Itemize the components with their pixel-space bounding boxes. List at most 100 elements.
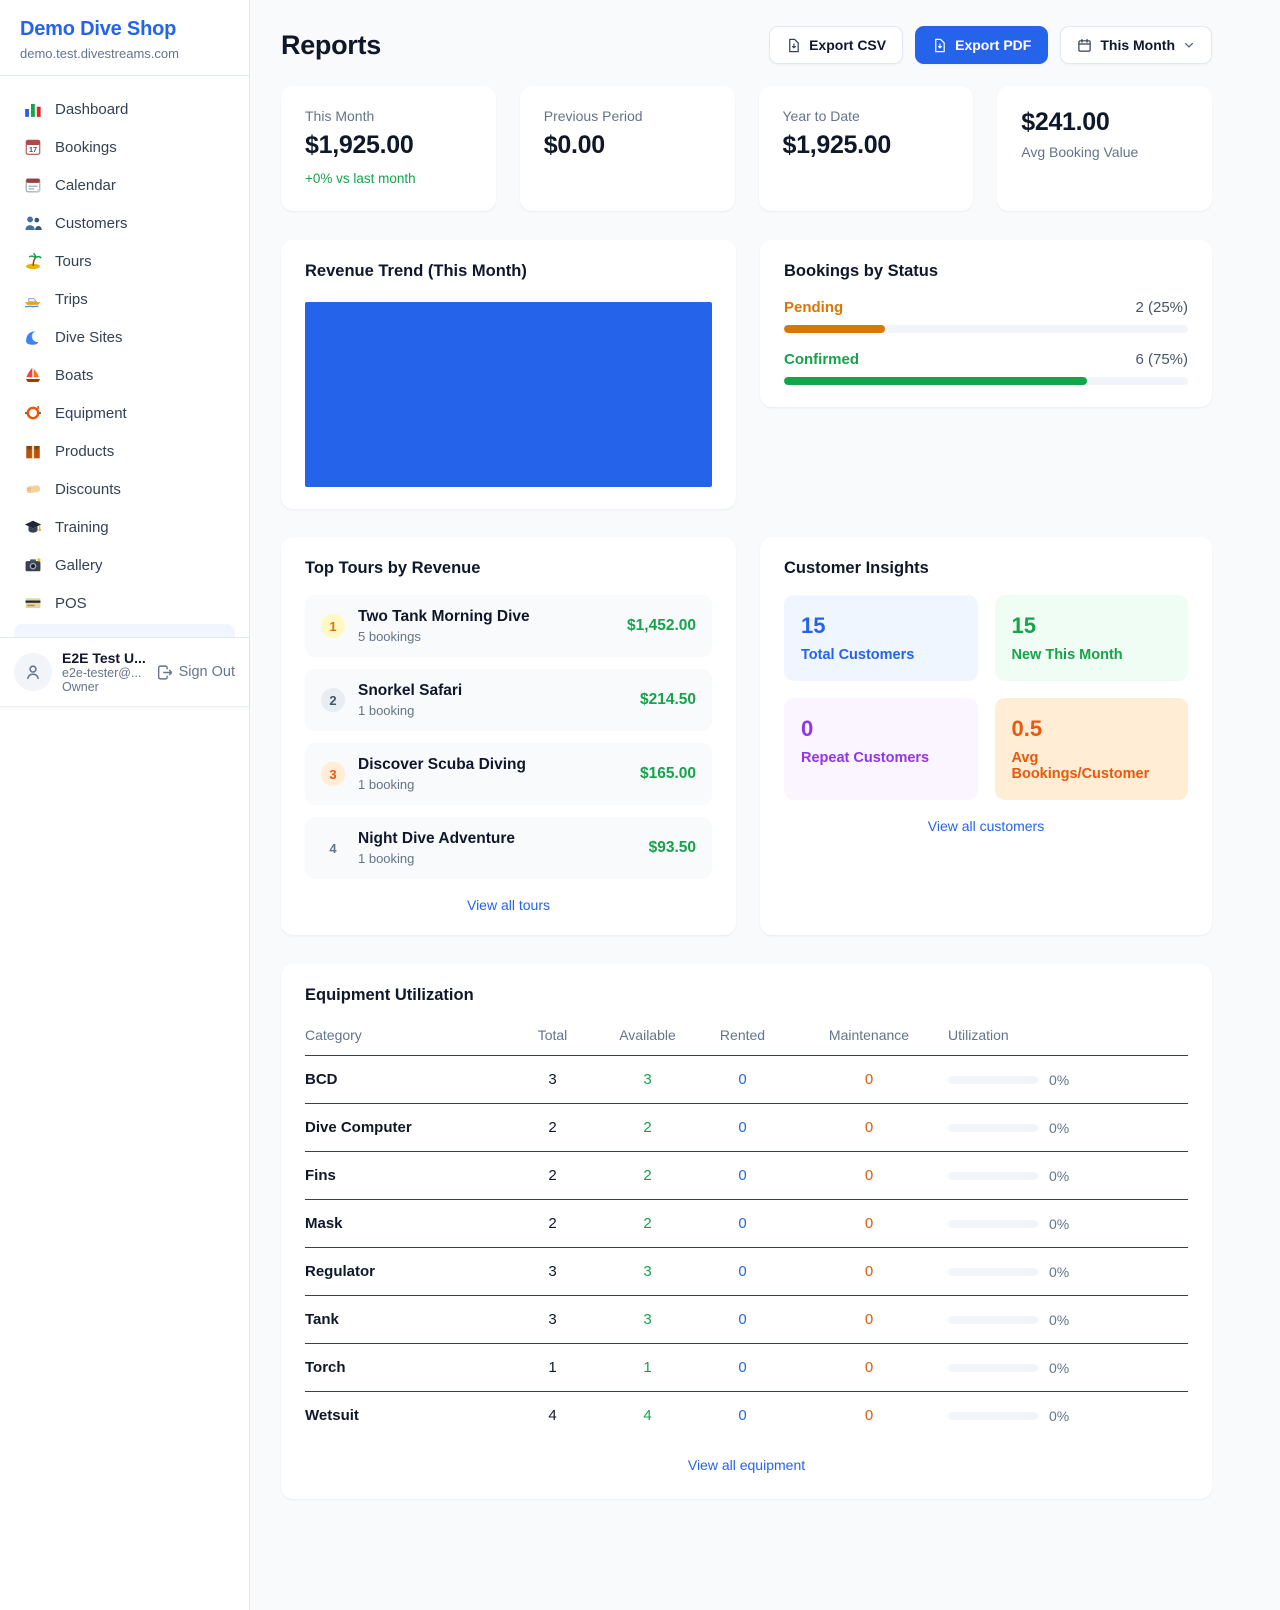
cell-utilization: 0% [948,1120,1188,1136]
sidebar-item-dashboard[interactable]: Dashboard [10,90,239,128]
tour-amount: $165.00 [639,765,696,782]
dive-mask-icon [24,404,42,422]
table-row: Tank 3 3 0 0 0% [305,1296,1188,1344]
sign-out-button[interactable]: Sign Out [156,664,235,681]
column-header: Utilization [948,1027,1009,1043]
page-header: Reports Export CSV Export PDF This Month [281,26,1212,64]
period-select[interactable]: This Month [1060,26,1212,64]
brand-block: Demo Dive Shop demo.test.divestreams.com [0,0,249,76]
cell-maintenance: 0 [864,1407,874,1424]
sidebar-item-training[interactable]: Training [10,508,239,546]
stat-delta: +0% vs last month [305,171,416,186]
tour-amount: $214.50 [639,691,696,708]
tour-bookings: 1 booking [358,851,415,866]
tour-bookings: 1 booking [358,777,415,792]
view-all-equipment-link[interactable]: View all equipment [687,1457,806,1473]
view-all-customers-link[interactable]: View all customers [927,818,1045,834]
svg-text:17: 17 [29,145,37,154]
sidebar-item-calendar[interactable]: Calendar [10,166,239,204]
export-pdf-label: Export PDF [955,37,1032,53]
cell-utilization: 0% [948,1360,1188,1376]
stats-row: This Month $1,925.00 +0% vs last month P… [281,86,1212,211]
rank-badge: 3 [321,762,345,786]
cell-category: Tank [305,1311,339,1328]
avatar [14,653,52,691]
cell-total: 2 [548,1215,557,1232]
cell-rented: 0 [738,1167,747,1184]
sidebar-item-products[interactable]: Products [10,432,239,470]
table-row: Regulator 3 3 0 0 0% [305,1248,1188,1296]
sidebar-item-dive-sites[interactable]: Dive Sites [10,318,239,356]
sidebar-item-label: Products [55,442,115,460]
tour-bookings: 1 booking [358,703,415,718]
cell-utilization: 0% [948,1216,1188,1232]
cell-maintenance: 0 [864,1119,874,1136]
camera-icon [24,556,42,574]
sidebar-item-equipment[interactable]: Equipment [10,394,239,432]
stat-label: Avg Booking Value [1021,144,1139,160]
cell-total: 4 [548,1407,557,1424]
column-header: Category [305,1027,362,1043]
file-download-icon [935,38,945,52]
sidebar-item-bookings[interactable]: 17 Bookings [10,128,239,166]
sidebar-nav: Dashboard 17 Bookings Calendar Customers… [0,76,249,637]
user-email: e2e-tester@... [62,666,142,680]
column-header: Rented [719,1027,766,1043]
insight-label: Repeat Customers [801,750,930,766]
insight-grid: 15 Total Customers 15 New This Month 0 R… [784,595,1188,800]
revenue-trend-title: Revenue Trend (This Month) [305,262,527,280]
tour-list-item: 4 Night Dive Adventure 1 booking $93.50 [305,817,712,879]
header-actions: Export CSV Export PDF This Month [769,26,1212,64]
export-pdf-button[interactable]: Export PDF [915,26,1049,64]
brand-name: Demo Dive Shop [20,18,177,40]
wave-icon [24,328,42,346]
utilization-track [948,1411,1038,1420]
sidebar-item-label: Dive Sites [55,328,123,346]
sidebar-item-pos[interactable]: POS [10,584,239,622]
calendar-icon [24,176,42,194]
stat-card-avg-booking-value: $241.00 Avg Booking Value [997,86,1212,211]
cell-utilization: 0% [948,1072,1188,1088]
cell-rented: 0 [738,1071,747,1088]
cell-available: 2 [643,1215,652,1232]
tour-name: Night Dive Adventure [358,830,516,847]
table-row: Fins 2 2 0 0 0% [305,1152,1188,1200]
sidebar-item-gallery[interactable]: Gallery [10,546,239,584]
insight-total-customers: 15 Total Customers [784,595,978,681]
cell-category: Wetsuit [305,1407,359,1424]
sidebar-item-label: Dashboard [55,100,129,118]
sign-out-label: Sign Out [178,664,235,680]
utilization-pct: 0% [1049,1311,1070,1328]
cell-available: 1 [643,1359,652,1376]
sidebar-item-customers[interactable]: Customers [10,204,239,242]
cell-available: 2 [643,1119,652,1136]
cell-rented: 0 [738,1359,747,1376]
cell-total: 3 [548,1071,557,1088]
sidebar-item-label: Trips [55,290,88,308]
cell-total: 1 [548,1359,557,1376]
cell-rented: 0 [738,1119,747,1136]
sidebar-item-boats[interactable]: Boats [10,356,239,394]
insight-label: New This Month [1011,647,1123,663]
utilization-pct: 0% [1049,1359,1070,1376]
table-header-row: Category Total Available Rented Maintena… [305,1021,1188,1056]
rank-badge: 2 [321,688,345,712]
tag-icon [24,480,42,498]
utilization-pct: 0% [1049,1407,1070,1424]
chevron-down-icon [1185,42,1193,48]
sidebar-item-tours[interactable]: Tours [10,242,239,280]
graduation-cap-icon [24,518,42,536]
main-content: Reports Export CSV Export PDF This Month… [250,0,1280,1610]
insight-new-this-month: 15 New This Month [994,595,1188,681]
view-all-tours-link[interactable]: View all tours [466,897,550,913]
sidebar-item-discounts[interactable]: Discounts [10,470,239,508]
export-csv-button[interactable]: Export CSV [769,26,904,64]
sidebar-item-label: Training [55,518,109,536]
top-tours-card: Top Tours by Revenue 1 Two Tank Morning … [281,537,736,935]
sidebar-item-reports-active[interactable] [14,624,235,637]
sidebar-item-trips[interactable]: Trips [10,280,239,318]
equipment-utilization-card: Equipment Utilization Category Total Ava… [281,964,1212,1499]
insight-value: 0.5 [1011,716,1043,741]
tour-name: Discover Scuba Diving [358,756,526,773]
progress-fill-pending [784,325,885,333]
